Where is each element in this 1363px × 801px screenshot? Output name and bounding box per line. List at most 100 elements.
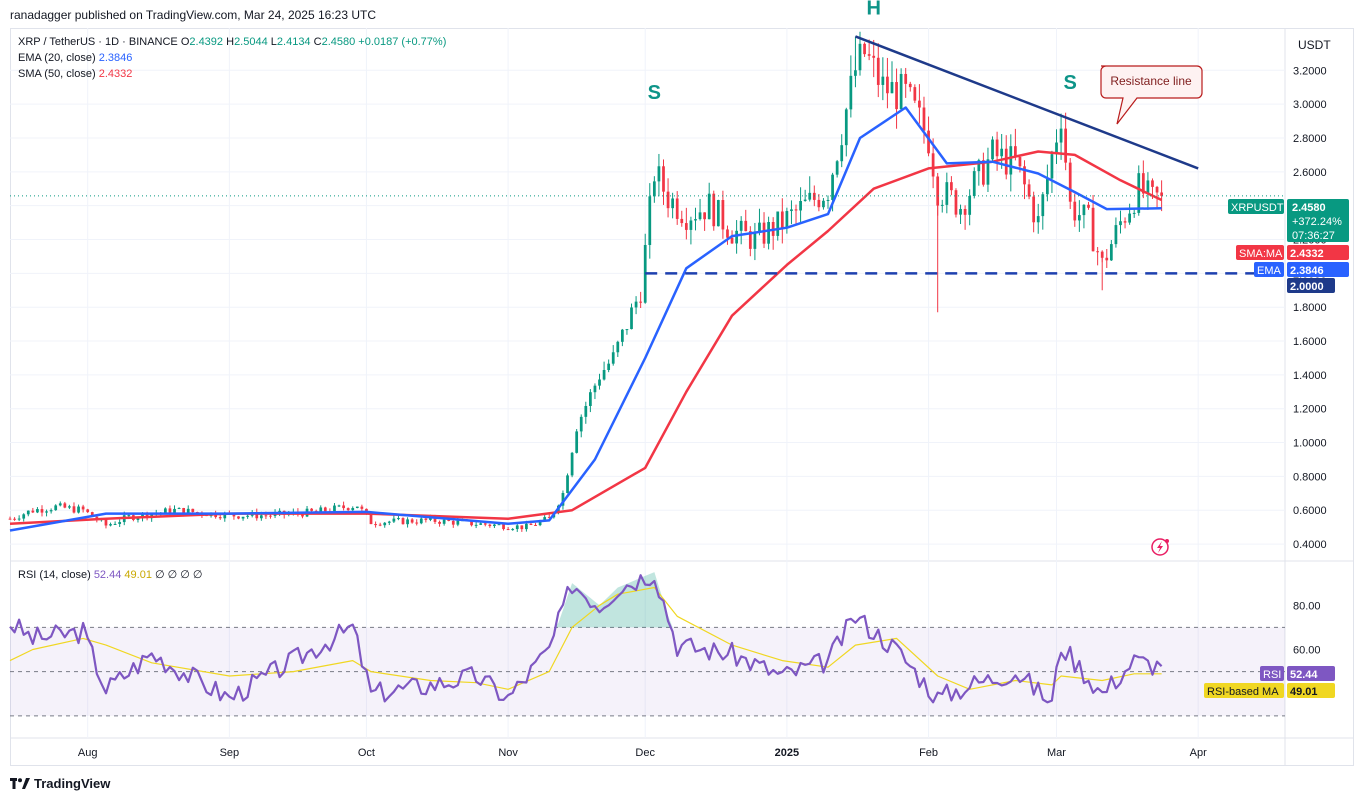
time-tick-8: Apr [1190, 747, 1207, 759]
candle-body [40, 509, 44, 513]
lightning-icon[interactable] [1151, 538, 1169, 556]
candle-body [8, 518, 12, 520]
candle-body [716, 200, 720, 227]
candle-body [899, 73, 903, 110]
candle-body [497, 524, 501, 526]
candle-body [620, 329, 624, 342]
candle-body [525, 523, 528, 530]
candle-body [337, 505, 341, 507]
candle-body [977, 160, 981, 172]
candle-body [607, 363, 611, 371]
candle-body [785, 211, 789, 229]
rsi-ma-line [9, 586, 1162, 690]
candle-body [657, 166, 661, 182]
rsi-tag-text: RSI [1263, 669, 1281, 681]
rsi-ma-legend-value: 49.01 [124, 569, 152, 581]
candle-body [1087, 204, 1090, 208]
candle-body [392, 518, 396, 522]
candle-body [1146, 180, 1150, 194]
candle-body [186, 508, 190, 515]
candle-body [1014, 146, 1017, 158]
candle-body [502, 524, 505, 530]
rsi-ma-value-badge-bg [1287, 683, 1335, 698]
candle-body [511, 529, 515, 531]
candle-body [323, 507, 327, 512]
candle-body [355, 506, 359, 509]
support-value-badge-bg [1287, 278, 1335, 293]
ema-legend[interactable]: EMA (20, close) 2.3846 [18, 52, 133, 64]
price-tick-9: 1.4000 [1293, 370, 1327, 382]
candle-body [817, 199, 821, 208]
time-tick-0: Aug [78, 747, 98, 759]
candle-body [589, 392, 592, 406]
candle-body [927, 130, 930, 154]
candle-body [1055, 142, 1058, 155]
candle-body [748, 231, 752, 249]
candle-body [968, 195, 972, 215]
candle-body [415, 522, 419, 524]
symbol-title[interactable]: XRP / TetherUS · 1D · BINANCE [18, 36, 178, 48]
close-value: 2.4580 [321, 36, 356, 48]
candle-body [223, 513, 227, 519]
candle-body [177, 507, 181, 509]
candle-body [726, 229, 729, 238]
rsi-value-badge-bg [1287, 666, 1335, 681]
candle-body [81, 506, 85, 510]
candle-body [534, 524, 537, 526]
candle-body [1018, 157, 1022, 167]
rsi-ma-tag-bg [1204, 683, 1284, 698]
ema-legend-value: 2.3846 [98, 52, 133, 64]
time-tick-5: 2025 [775, 747, 799, 759]
candle-body [689, 220, 693, 230]
candle-body [1077, 215, 1081, 221]
candle-body [86, 509, 90, 513]
symbol-badge: XRPUSDT [1228, 199, 1284, 214]
candle-body [648, 196, 652, 245]
resistance-callout-text: Resistance line [1110, 74, 1192, 88]
candle-body [241, 516, 245, 519]
candle-body [26, 510, 30, 515]
candle-body [1041, 194, 1045, 217]
candle-body [1032, 196, 1036, 223]
tradingview-logo[interactable]: TradingView [10, 776, 110, 791]
candle-body [1045, 178, 1049, 195]
candle-body [639, 301, 643, 303]
rsi-ma-tag: RSI-based MA [1204, 683, 1284, 698]
ema-tag-bg [1254, 262, 1284, 277]
footer-brand: TradingView [34, 776, 111, 791]
rsi-value-badge-text: 52.44 [1290, 669, 1318, 681]
candle-body [141, 513, 144, 518]
candle-body [237, 516, 240, 519]
candle-body [840, 145, 844, 162]
candle-body [881, 76, 885, 85]
candle-body [113, 523, 117, 525]
candle-body [17, 518, 21, 520]
rsi-legend[interactable]: RSI (14, close) 52.44 49.01 ∅ ∅ ∅ ∅ [18, 569, 203, 581]
candle-body [360, 506, 364, 509]
currency-label: USDT [1298, 38, 1331, 52]
candle-body [397, 518, 400, 520]
candle-body [566, 475, 569, 494]
candle-body [1004, 148, 1008, 175]
ema20-line [9, 106, 1162, 532]
time-tick-1: Sep [220, 747, 240, 759]
tradingview-logo-icon [10, 777, 30, 789]
candle-body [945, 182, 949, 205]
sma-legend-value: 2.4332 [98, 68, 133, 80]
price-tick-7: 1.8000 [1293, 302, 1327, 314]
candle-body [1155, 186, 1159, 193]
pattern-label-1: H [866, 0, 880, 19]
candle-body [812, 192, 816, 200]
candle-body [319, 507, 323, 512]
candle-body [698, 212, 702, 220]
candle-body [1009, 146, 1013, 175]
candle-body [424, 518, 428, 520]
sma-legend[interactable]: SMA (50, close) 2.4332 [18, 68, 133, 80]
candle-body [867, 54, 871, 56]
rsi-band [10, 627, 1285, 716]
candle-body [506, 529, 510, 531]
candle-body [602, 370, 606, 380]
support-value-badge-text: 2.0000 [1290, 281, 1324, 293]
candle-body [1027, 184, 1031, 197]
